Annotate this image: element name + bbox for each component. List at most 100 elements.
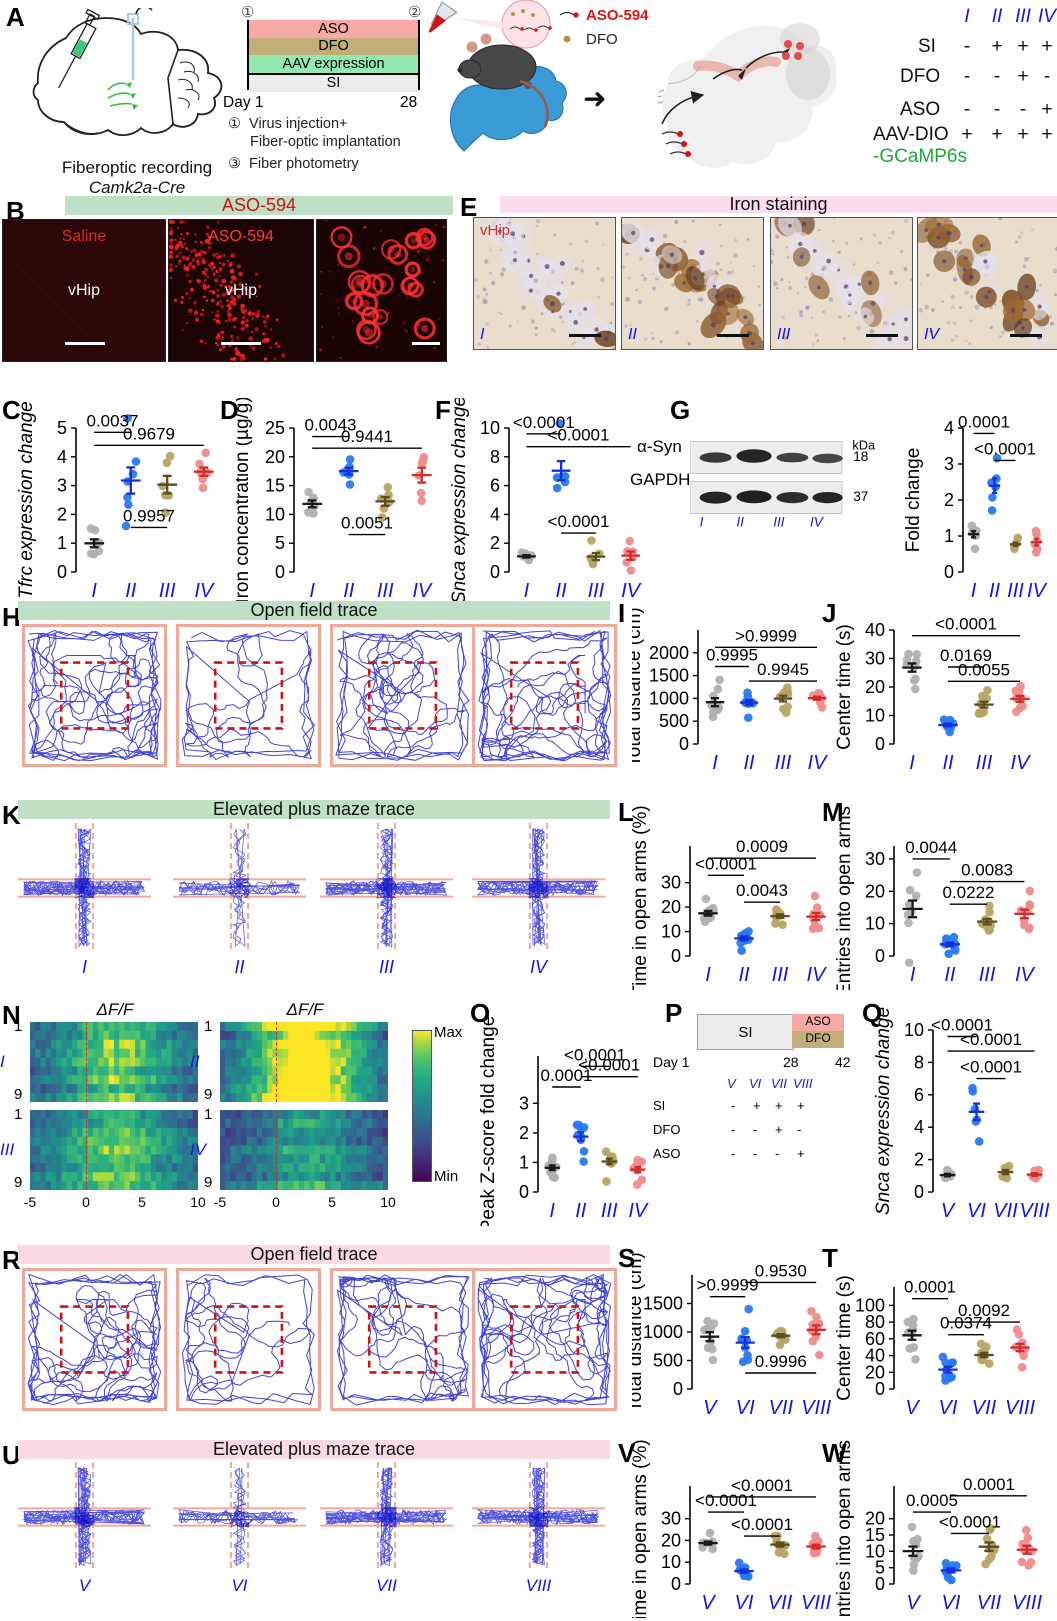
svg-text:0.0083: 0.0083 — [961, 861, 1013, 880]
svg-text:10: 10 — [480, 418, 500, 438]
svg-text:II: II — [343, 580, 355, 602]
svg-text:Total distance (cm): Total distance (cm) — [632, 1252, 646, 1411]
svg-text:Time in open arms (%): Time in open arms (%) — [632, 805, 651, 990]
svg-text:Snca expression change: Snca expression change — [875, 1007, 894, 1215]
svg-text:II: II — [125, 580, 137, 602]
svg-text:0.0009: 0.0009 — [736, 837, 788, 856]
svg-text:<0.0001: <0.0001 — [731, 1515, 793, 1534]
svg-text:III: III — [377, 580, 394, 602]
svg-text:Iron concentration (µg/g): Iron concentration (µg/g) — [236, 398, 253, 604]
svg-text:30: 30 — [661, 873, 681, 893]
svg-text:V: V — [703, 1397, 718, 1419]
svg-text:5: 5 — [57, 418, 67, 438]
svg-text:<0.0001: <0.0001 — [960, 1030, 1022, 1049]
svg-text:II: II — [556, 580, 568, 602]
svg-text:Total distance (cm): Total distance (cm) — [632, 607, 645, 766]
svg-text:VII: VII — [768, 1592, 793, 1614]
svg-text:VIII: VIII — [801, 1397, 831, 1419]
svg-text:I: I — [91, 580, 97, 602]
svg-text:<0.0001: <0.0001 — [974, 439, 1036, 458]
svg-text:Peak Z-score fold change: Peak Z-score fold change — [480, 1016, 499, 1226]
svg-text:VI: VI — [736, 1397, 755, 1419]
svg-text:0: 0 — [673, 1379, 683, 1399]
svg-text:20: 20 — [661, 897, 681, 917]
svg-text:VIII: VIII — [1005, 1397, 1035, 1419]
svg-text:IV: IV — [808, 752, 829, 774]
svg-text:0.0005: 0.0005 — [906, 1491, 958, 1510]
svg-text:II: II — [942, 752, 954, 774]
svg-text:8: 8 — [914, 1052, 924, 1072]
svg-text:V: V — [941, 1200, 956, 1222]
svg-text:1500: 1500 — [649, 666, 689, 686]
svg-text:VII: VII — [972, 1397, 997, 1419]
svg-text:VI: VI — [735, 1592, 754, 1614]
svg-text:2: 2 — [914, 1150, 924, 1170]
svg-text:IV: IV — [807, 964, 828, 986]
svg-text:IV: IV — [194, 580, 215, 602]
svg-text:III: III — [979, 964, 996, 986]
svg-text:IV: IV — [810, 514, 825, 529]
svg-text:VI: VI — [939, 1397, 958, 1419]
svg-text:20: 20 — [265, 447, 285, 467]
svg-text:>0.9999: >0.9999 — [697, 1276, 759, 1295]
svg-text:8: 8 — [490, 447, 500, 467]
svg-text:25: 25 — [265, 418, 285, 438]
svg-text:1: 1 — [944, 526, 954, 546]
svg-text:II: II — [989, 580, 1001, 602]
svg-text:III: III — [976, 752, 993, 774]
svg-text:0.0043: 0.0043 — [736, 881, 788, 900]
svg-text:0.0001: 0.0001 — [958, 412, 1010, 431]
svg-text:Center time (s): Center time (s) — [836, 624, 855, 750]
svg-text:I: I — [700, 514, 704, 529]
svg-text:IV: IV — [628, 1200, 649, 1222]
svg-text:VIII: VIII — [1019, 1200, 1049, 1222]
svg-text:20: 20 — [661, 1530, 681, 1550]
svg-text:1: 1 — [519, 1152, 529, 1172]
svg-text:I: I — [909, 752, 915, 774]
svg-text:V: V — [701, 1592, 716, 1614]
svg-text:>0.9999: >0.9999 — [735, 626, 797, 645]
svg-text:Fold change: Fold change — [905, 448, 924, 553]
svg-text:0: 0 — [671, 1574, 681, 1594]
svg-text:0: 0 — [490, 562, 500, 582]
svg-text:4: 4 — [57, 447, 67, 467]
svg-text:ASO-594: ASO-594 — [586, 7, 649, 24]
svg-text:III: III — [773, 514, 785, 529]
svg-text:Center time (s): Center time (s) — [836, 1275, 855, 1401]
svg-text:IV: IV — [1015, 964, 1036, 986]
svg-text:Entries into open arms: Entries into open arms — [836, 1440, 855, 1618]
svg-text:0.9996: 0.9996 — [755, 1352, 807, 1371]
svg-text:0.9441: 0.9441 — [341, 427, 393, 446]
svg-text:0: 0 — [875, 734, 885, 754]
svg-text:<0.0001: <0.0001 — [695, 854, 757, 873]
svg-text:<0.0001: <0.0001 — [960, 1058, 1022, 1077]
svg-text:0.9995: 0.9995 — [706, 646, 758, 665]
svg-text:III: III — [601, 1200, 618, 1222]
svg-text:500: 500 — [653, 1351, 683, 1371]
svg-text:Tfrc expression change: Tfrc expression change — [18, 401, 37, 599]
svg-text:III: III — [772, 964, 789, 986]
svg-text:40: 40 — [865, 620, 885, 640]
svg-text:3: 3 — [519, 1093, 529, 1113]
svg-text:Snca expression change: Snca expression change — [451, 398, 470, 604]
svg-text:I: I — [309, 580, 315, 602]
svg-text:1000: 1000 — [649, 688, 689, 708]
svg-text:<0.0001: <0.0001 — [731, 1476, 793, 1495]
svg-text:10: 10 — [265, 504, 285, 524]
svg-text:500: 500 — [659, 711, 689, 731]
svg-text:2: 2 — [519, 1123, 529, 1143]
svg-text:0.0051: 0.0051 — [341, 514, 393, 533]
svg-text:III: III — [775, 752, 792, 774]
svg-text:VIII: VIII — [801, 1592, 831, 1614]
svg-text:IV: IV — [1011, 752, 1032, 774]
svg-text:VI: VI — [942, 1592, 961, 1614]
svg-text:6: 6 — [490, 476, 500, 496]
svg-text:30: 30 — [865, 649, 885, 669]
svg-text:1: 1 — [57, 533, 67, 553]
svg-text:I: I — [971, 580, 977, 602]
svg-text:VII: VII — [769, 1397, 794, 1419]
svg-text:1000: 1000 — [643, 1322, 683, 1342]
svg-text:10: 10 — [661, 922, 681, 942]
svg-text:2: 2 — [57, 504, 67, 524]
svg-text:I: I — [712, 752, 718, 774]
